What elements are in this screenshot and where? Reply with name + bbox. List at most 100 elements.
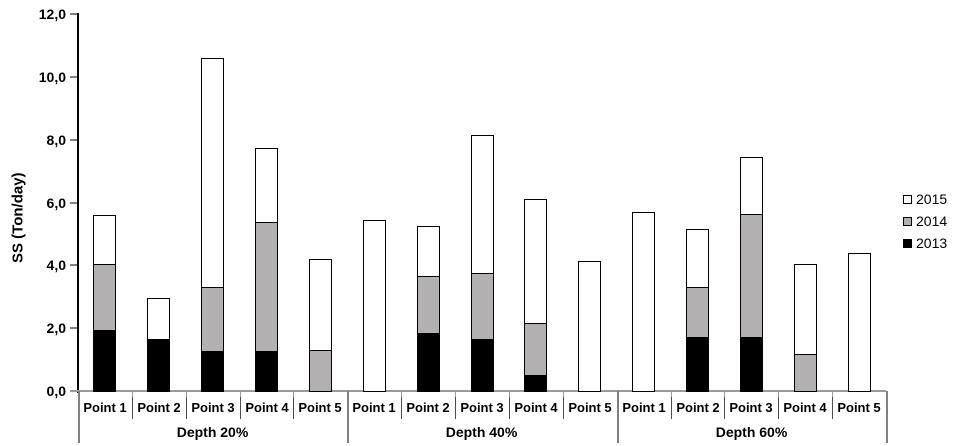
point-divider [240,397,241,419]
group-separator [347,391,349,443]
bar-segment-2015 [686,229,709,288]
point-divider [778,397,779,419]
y-tick [70,327,77,329]
legend-label: 2014 [916,213,948,229]
x-slot-tick [832,392,833,398]
point-label: Point 4 [514,400,558,415]
y-axis-line [77,13,79,393]
bar-segment-2014 [93,264,116,331]
point-label: Point 2 [676,400,720,415]
point-label: Point 1 [83,400,127,415]
depth-group-label: Depth 20% [176,424,249,440]
point-divider [724,397,725,419]
y-tick-label: 4,0 [46,257,66,273]
bar-segment-2015 [417,226,440,277]
point-divider [186,397,187,419]
point-divider [832,397,833,419]
point-label: Point 2 [137,400,181,415]
point-divider [563,397,564,419]
point-label: Point 2 [406,400,450,415]
point-label: Point 4 [245,400,289,415]
legend-item-2015: 2015 [903,188,947,210]
point-label: Point 1 [622,400,666,415]
bar-segment-2013 [201,352,224,392]
bar-segment-2015 [794,264,817,355]
legend-swatch-2014 [903,216,912,226]
y-tick [70,202,77,204]
bar-segment-2015 [740,157,763,215]
bar-segment-2015 [363,220,386,392]
legend-item-2013: 2013 [903,232,947,254]
point-divider [401,397,402,419]
x-slot-tick [293,392,294,398]
point-label: Point 3 [729,400,773,415]
bar-segment-2013 [93,330,116,392]
point-divider [455,397,456,419]
bar-segment-2013 [740,338,763,392]
group-separator [78,391,80,443]
legend-label: 2015 [916,191,948,207]
y-tick-label: 0,0 [46,383,66,399]
x-slot-tick [401,392,402,398]
y-tick [70,264,77,266]
bar-segment-2015 [201,58,224,288]
legend-swatch-2013 [903,238,912,248]
bar-segment-2014 [417,276,440,334]
bar-segment-2015 [255,148,278,223]
point-label: Point 5 [298,400,342,415]
bar-segment-2013 [255,352,278,392]
bar-segment-2015 [632,212,655,392]
x-slot-tick [186,392,187,398]
point-divider [509,397,510,419]
point-label: Point 5 [837,400,881,415]
x-slot-tick [563,392,564,398]
legend-swatch-2015 [903,194,912,204]
x-slot-tick [778,392,779,398]
x-slot-tick [724,392,725,398]
bar-segment-2015 [309,259,332,351]
bar-segment-2014 [686,287,709,338]
bar-segment-2013 [417,333,440,392]
y-tick [70,76,77,78]
bar-segment-2014 [794,353,817,392]
group-separator [886,391,888,443]
bar-segment-2013 [471,339,494,392]
point-label: Point 1 [352,400,396,415]
legend-item-2014: 2014 [903,210,947,232]
x-slot-tick [509,392,510,398]
bar-segment-2015 [524,199,547,324]
x-slot-tick [455,392,456,398]
y-tick [70,13,77,15]
legend: 2015 2014 2013 [903,188,947,254]
bar-segment-2015 [848,253,871,392]
bar-segment-2014 [201,287,224,352]
bar-segment-2015 [93,215,116,265]
y-tick-label: 2,0 [46,320,66,336]
bar-segment-2013 [524,375,547,392]
legend-label: 2013 [916,235,948,251]
bar-segment-2014 [471,273,494,340]
point-divider [132,397,133,419]
y-tick-label: 8,0 [46,132,66,148]
bar-segment-2015 [147,298,170,340]
y-tick-label: 10,0 [38,69,66,85]
point-label: Point 3 [191,400,235,415]
bar-segment-2015 [578,261,601,392]
point-divider [671,397,672,419]
x-slot-tick [240,392,241,398]
depth-group-label: Depth 60% [715,424,788,440]
y-tick-label: 6,0 [46,195,66,211]
bar-segment-2014 [309,350,332,392]
bar-segment-2013 [147,339,170,392]
point-label: Point 4 [783,400,827,415]
group-separator [617,391,619,443]
depth-group-label: Depth 40% [445,424,518,440]
bar-segment-2014 [255,221,278,352]
bar-segment-2013 [686,338,709,392]
bar-segment-2014 [524,323,547,376]
y-tick-label: 12,0 [38,6,66,22]
x-slot-tick [671,392,672,398]
y-tick [70,139,77,141]
bar-segment-2014 [740,213,763,338]
